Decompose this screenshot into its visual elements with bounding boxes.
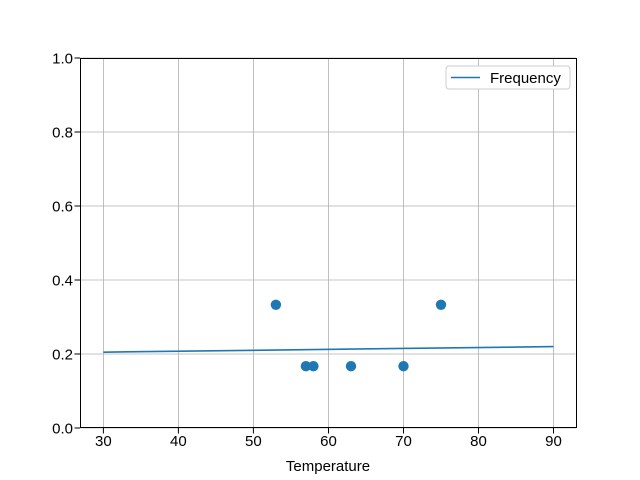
svg-text:70: 70 [395, 433, 412, 450]
svg-text:1.0: 1.0 [52, 51, 73, 68]
svg-text:80: 80 [470, 433, 487, 450]
svg-text:0.8: 0.8 [52, 125, 73, 142]
svg-text:30: 30 [95, 433, 112, 450]
svg-text:50: 50 [245, 433, 262, 450]
svg-text:Frequency: Frequency [490, 70, 561, 87]
svg-text:40: 40 [170, 433, 187, 450]
svg-text:0.2: 0.2 [52, 347, 73, 364]
svg-text:60: 60 [320, 433, 337, 450]
svg-text:0.6: 0.6 [52, 199, 73, 216]
svg-text:0.0: 0.0 [52, 421, 73, 438]
svg-text:Temperature: Temperature [286, 458, 370, 475]
svg-text:0.4: 0.4 [52, 273, 73, 290]
svg-text:90: 90 [545, 433, 562, 450]
